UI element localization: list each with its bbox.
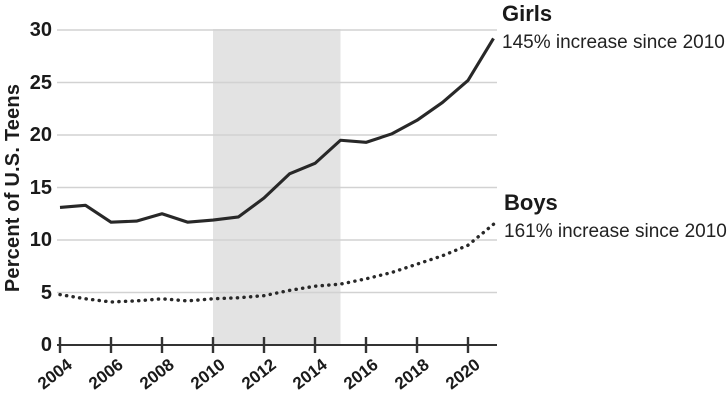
boys-increase-note: 161% increase since 2010 [504, 221, 727, 242]
y-tick-label: 5 [40, 281, 52, 304]
boys-line [58, 222, 496, 304]
x-axis-ticks [58, 337, 470, 353]
y-tick-label: 20 [29, 124, 52, 146]
boys-annotation-block: Boys 161% increase since 2010 [504, 189, 727, 243]
girls-series-label: Girls [502, 1, 553, 26]
girls-line [59, 37, 495, 224]
girls-annotation-block: Girls 145% increase since 2010 [502, 0, 725, 54]
y-tick-label: 25 [29, 71, 52, 94]
boys-series-label: Boys [504, 190, 558, 215]
y-tick-label: 30 [29, 19, 52, 41]
y-tick-label: 15 [29, 176, 52, 199]
y-tick-label: 10 [29, 229, 52, 251]
girls-increase-note: 145% increase since 2010 [502, 32, 725, 53]
y-tick-label: 0 [40, 334, 52, 356]
